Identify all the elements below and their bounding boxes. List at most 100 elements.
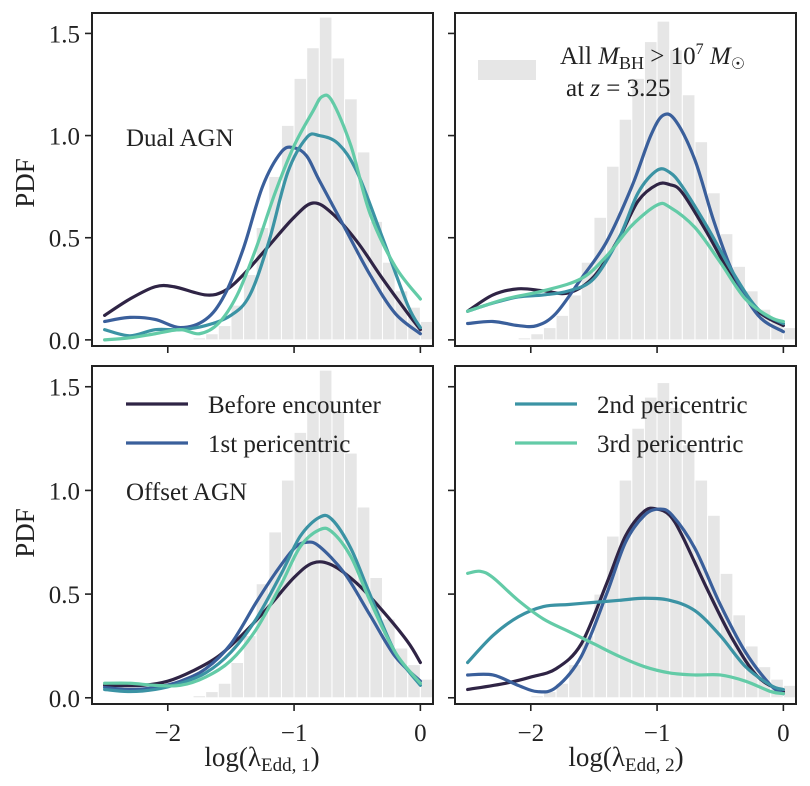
legend-hist-line2-value: = 3.25 bbox=[600, 75, 670, 102]
series-line-third bbox=[466, 569, 785, 696]
histogram-bar bbox=[484, 339, 497, 340]
legend-hist-label-line2: at z = 3.25 bbox=[566, 75, 670, 102]
axes-frame bbox=[91, 12, 434, 347]
x-axis-label-right: log(λEdd, 2) bbox=[568, 742, 683, 776]
x-axis-label-left: log(λEdd, 1) bbox=[204, 742, 319, 776]
histogram-bar bbox=[618, 479, 633, 699]
plot-area bbox=[103, 369, 497, 699]
x-tick-label: −1 bbox=[644, 720, 671, 747]
histogram-bar bbox=[293, 431, 308, 699]
histogram-bar bbox=[517, 337, 532, 341]
axes-frame bbox=[91, 365, 434, 705]
histogram-bar bbox=[217, 682, 232, 699]
legend-hist-sun: ☉ bbox=[731, 56, 745, 73]
histogram-bar bbox=[707, 192, 721, 341]
legend-hist-label-line1: All MBH > 107 M☉ bbox=[560, 41, 745, 73]
legend-label-second: 2nd pericentric bbox=[597, 392, 748, 419]
histogram-bar bbox=[318, 369, 333, 699]
legend-hist-swatch bbox=[478, 60, 536, 80]
dual-agn-label: Dual AGN bbox=[126, 125, 234, 152]
histogram-bar bbox=[458, 336, 471, 340]
histogram-bar bbox=[568, 664, 582, 699]
histogram-bar bbox=[192, 337, 207, 341]
x-tick-label: −2 bbox=[154, 720, 181, 747]
histogram-bar bbox=[446, 692, 459, 698]
histogram-bar bbox=[656, 382, 671, 699]
x-axis-label-left-main: log(λ bbox=[204, 742, 261, 772]
histogram-bar bbox=[268, 531, 282, 699]
histogram-bar bbox=[530, 333, 544, 341]
histogram-bar bbox=[230, 662, 245, 699]
x-tick-label: 0 bbox=[414, 720, 427, 747]
panel-bottom-left: −2 −1 0 0.0 0.5 1.0 1.5 bbox=[49, 365, 497, 747]
x-axis-label-left-sub: Edd, 1 bbox=[261, 755, 311, 776]
histogram-bar bbox=[471, 338, 484, 340]
legend-hist-m: M bbox=[597, 43, 620, 70]
series-line-third bbox=[103, 526, 422, 688]
y-tick-label: 0.5 bbox=[49, 582, 80, 609]
series-line-third bbox=[466, 201, 785, 324]
series-line-before bbox=[103, 560, 422, 688]
x-tick-label: −1 bbox=[281, 720, 308, 747]
histogram-bar bbox=[217, 325, 232, 341]
histogram-bar bbox=[192, 695, 207, 699]
histogram-bar bbox=[681, 444, 696, 699]
histogram-bar bbox=[331, 57, 346, 341]
histogram-bar bbox=[542, 327, 557, 341]
y-tick-label: 0.0 bbox=[49, 686, 80, 713]
legend-hist-line2-prefix: at bbox=[566, 75, 590, 102]
histogram-bar bbox=[484, 697, 497, 698]
legend-label-before: Before encounter bbox=[208, 392, 382, 419]
y-tick-label: 0.5 bbox=[49, 226, 80, 253]
legend-label-first: 1st pericentric bbox=[208, 431, 350, 458]
histogram-bar bbox=[669, 49, 683, 341]
histogram-bar bbox=[631, 427, 645, 699]
histogram-bar bbox=[432, 329, 433, 341]
histogram-bar bbox=[458, 694, 471, 698]
legend-hist-z: z bbox=[589, 75, 600, 102]
x-tick-label: −2 bbox=[517, 720, 544, 747]
y-tick-label: 1.0 bbox=[49, 124, 80, 151]
y-tick-label: 0.0 bbox=[49, 328, 80, 355]
plot-area bbox=[466, 382, 796, 699]
histogram-bar bbox=[205, 691, 219, 699]
series-line-before bbox=[466, 506, 785, 694]
plot-area bbox=[103, 16, 497, 342]
series-line-before bbox=[466, 181, 785, 328]
series-line-first bbox=[103, 145, 422, 336]
panel-bottom-right: −2 −1 0 bbox=[448, 365, 797, 747]
series-line-third bbox=[103, 93, 422, 342]
histogram-bar bbox=[517, 696, 532, 699]
histogram-bar bbox=[795, 331, 796, 341]
histogram-bar bbox=[471, 696, 484, 698]
series-line-first bbox=[466, 112, 785, 334]
y-tick-label: 1.5 bbox=[49, 375, 80, 402]
histogram-bar bbox=[446, 334, 459, 340]
y-axis-label-bottom: PDF bbox=[10, 508, 40, 558]
y-tick-label: 1.0 bbox=[49, 478, 80, 505]
x-axis-label-right-close: ) bbox=[675, 742, 684, 772]
histogram-bar bbox=[782, 327, 796, 341]
series-line-second bbox=[103, 513, 422, 694]
series-line-second bbox=[466, 596, 785, 692]
legend-hist-m2: M bbox=[704, 43, 732, 70]
legend-hist-gt: > 10 bbox=[644, 43, 696, 70]
panel-top-right bbox=[448, 12, 797, 353]
histogram-bar bbox=[432, 686, 433, 699]
plot-area bbox=[466, 20, 796, 341]
histogram-bar bbox=[419, 320, 433, 341]
panel-top-left: 0.0 0.5 1.0 1.5 bbox=[49, 12, 497, 355]
legend-hist-exp: 7 bbox=[696, 41, 704, 58]
series-line-first bbox=[466, 507, 785, 696]
axes-frame bbox=[454, 12, 797, 347]
histogram-bar bbox=[795, 688, 796, 699]
histogram-bar bbox=[419, 678, 433, 699]
histogram-bar bbox=[782, 684, 796, 699]
legend-hist-m-sub: BH bbox=[619, 53, 644, 73]
x-tick-label: 0 bbox=[777, 720, 790, 747]
legend-label-third: 3rd pericentric bbox=[597, 431, 743, 458]
histogram-bar bbox=[555, 314, 570, 341]
y-tick-label: 1.5 bbox=[49, 21, 80, 48]
histogram-bar bbox=[205, 333, 219, 341]
